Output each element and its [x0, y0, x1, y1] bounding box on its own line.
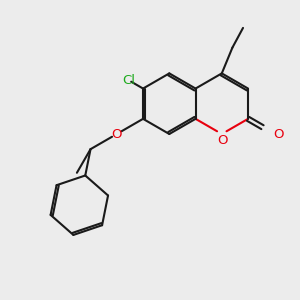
Text: Cl: Cl	[122, 74, 135, 87]
Text: O: O	[112, 128, 122, 140]
Text: O: O	[217, 134, 228, 147]
Text: O: O	[274, 128, 284, 141]
